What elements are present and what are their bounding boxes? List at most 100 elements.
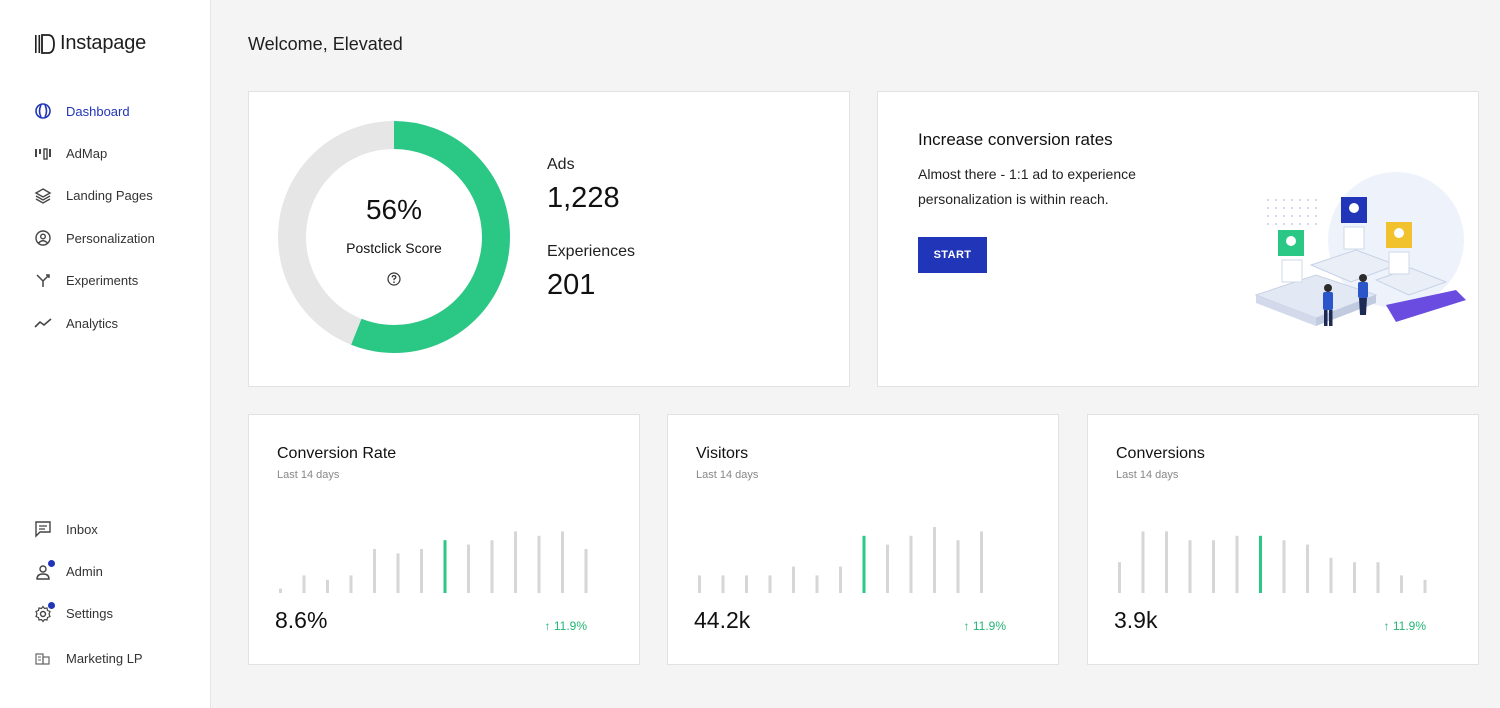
sparkline-bar-highlight (1259, 535, 1262, 593)
sparkline-bar (698, 575, 701, 593)
ads-label: Ads (547, 156, 575, 173)
sidebar-item-personalization[interactable]: Personalization (0, 217, 211, 259)
sparkline-bar (1235, 535, 1239, 593)
stat-subtitle: Last 14 days (696, 469, 759, 481)
sidebar-item-label: Dashboard (66, 103, 130, 119)
user-icon (34, 559, 55, 581)
logo[interactable]: Instapage (34, 32, 146, 55)
sparkline-bars (1118, 531, 1427, 593)
sparkline-bar (396, 553, 400, 593)
conversion-rate-card: Conversion Rate Last 14 days 8.6% ↑ 11.9… (248, 414, 640, 665)
layers-icon (34, 187, 52, 205)
sparkline-bar (467, 544, 470, 593)
sparkline-bar (1118, 562, 1121, 593)
stat-title: Conversions (1116, 445, 1205, 462)
stat-subtitle: Last 14 days (1116, 469, 1179, 481)
score-center: 56% Postclick Score (277, 120, 511, 354)
personalization-illustration (1254, 172, 1466, 326)
sparkline-bar (768, 575, 772, 593)
sparkline-bar (561, 531, 564, 593)
postclick-score-donut (278, 121, 510, 353)
message-icon (34, 520, 52, 538)
sparkline-bar (1306, 544, 1309, 593)
experiences-metric: Experiences 201 (547, 243, 635, 302)
sparkline-bar (1423, 579, 1427, 593)
sparkline-bar (886, 544, 889, 593)
start-button[interactable]: START (918, 237, 987, 273)
dashboard-icon (34, 102, 52, 120)
sidebar-item-label: Admin (66, 564, 103, 580)
score-value: 56% (365, 194, 423, 225)
sidebar-item-label: Landing Pages (66, 188, 153, 204)
sparkline-bar (1329, 557, 1333, 593)
sparkline-bar (326, 579, 329, 593)
sparkline-bar (792, 566, 795, 593)
sidebar-item-label: Inbox (66, 521, 98, 537)
bottom-nav: Inbox Admin Settings Marketing LP (0, 508, 211, 680)
sidebar-item-experiments[interactable]: Experiments (0, 260, 211, 302)
stat-value: 44.2k (694, 607, 751, 633)
sidebar-item-landing-pages[interactable]: Landing Pages (0, 175, 211, 217)
conversions-card: Conversions Last 14 days 3.9k ↑ 11.9% (1087, 414, 1479, 665)
sparkline-bar (302, 575, 306, 593)
ads-metric: Ads 1,228 (547, 156, 635, 215)
sparkline-bar (490, 540, 494, 593)
sparkline-bar (1400, 575, 1403, 593)
help-icon[interactable] (387, 272, 401, 286)
stat-value: 8.6% (275, 607, 328, 633)
admap-icon (34, 145, 52, 163)
sparkline-bars (698, 527, 983, 593)
stat-change: ↑ 11.9% (1383, 619, 1426, 633)
user-circle-icon (34, 229, 52, 247)
sidebar-item-label: Experiments (66, 273, 139, 289)
sparkline-bar (1376, 562, 1380, 593)
instapage-logo-icon (35, 33, 55, 54)
sidebar-item-admin[interactable]: Admin (0, 550, 211, 592)
promo-text: Almost there - 1:1 ad to experience pers… (918, 166, 1136, 207)
sparkline-bars (279, 531, 588, 593)
sparkline-bar (373, 549, 376, 593)
page-title: Welcome, Elevated (248, 34, 403, 54)
ads-value: 1,228 (547, 182, 620, 214)
sparkline-bar (1188, 540, 1192, 593)
score-label: Postclick Score (346, 240, 442, 256)
score-card: 56% Postclick Score Ads 1,228 Experience… (248, 91, 850, 387)
stat-title: Conversion Rate (277, 445, 397, 462)
sparkline-bar (279, 588, 282, 593)
sparkline-bar-highlight (862, 535, 866, 593)
notification-dot (48, 559, 55, 567)
sparkline-bar-highlight (443, 540, 447, 593)
sparkline-bar (909, 535, 913, 593)
stat-title: Visitors (696, 445, 749, 462)
split-icon (34, 272, 52, 290)
sidebar-item-label: AdMap (66, 146, 108, 162)
sparkline-bar (349, 575, 353, 593)
sidebar-item-admap[interactable]: AdMap (0, 132, 211, 174)
sidebar-item-marketing-lp[interactable]: Marketing LP (0, 637, 211, 679)
sparkline-bar (420, 549, 423, 593)
sparkline-bar (1165, 531, 1168, 593)
metrics: Ads 1,228 Experiences 201 (547, 156, 635, 302)
logo-text: Instapage (60, 32, 147, 54)
sparkline-bar (721, 575, 725, 593)
sidebar-item-label: Settings (66, 606, 113, 622)
sidebar-item-inbox[interactable]: Inbox (0, 508, 211, 550)
experiences-value: 201 (547, 269, 596, 301)
sparkline-bar (745, 575, 748, 593)
sparkline-bar (933, 527, 936, 593)
notification-dot (48, 601, 55, 609)
sidebar-item-label: Marketing LP (66, 650, 143, 666)
sparkline-bar (980, 531, 983, 593)
sidebar-item-dashboard[interactable]: Dashboard (0, 90, 211, 132)
stat-value: 3.9k (1114, 607, 1158, 633)
promo-title: Increase conversion rates (918, 130, 1113, 149)
stat-change: ↑ 11.9% (544, 619, 587, 633)
promo-card: Increase conversion rates Almost there -… (877, 91, 1479, 387)
sparkline-bar (1282, 540, 1286, 593)
sidebar-item-label: Personalization (66, 230, 155, 246)
sidebar-item-analytics[interactable]: Analytics (0, 302, 211, 344)
sparkline-bar (839, 566, 842, 593)
building-icon (34, 649, 52, 667)
sidebar-item-settings[interactable]: Settings (0, 593, 211, 635)
sparkline-bar (584, 549, 588, 593)
